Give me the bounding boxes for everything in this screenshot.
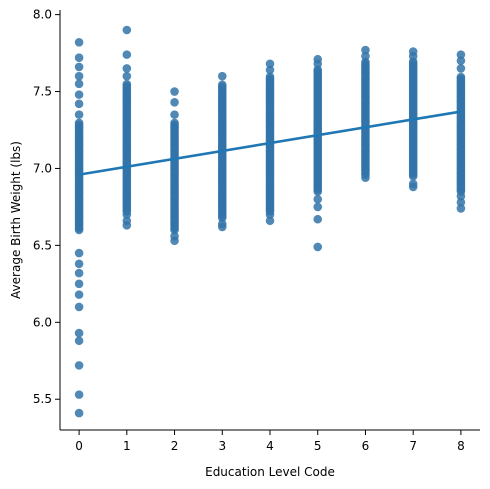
data-point	[122, 25, 132, 35]
y-ticks: 5.5 6.0 6.5 7.0 7.5 8.0	[33, 8, 60, 406]
data-point	[74, 336, 84, 346]
data-point	[456, 72, 466, 82]
x-axis-title: Education Level Code	[205, 465, 335, 479]
data-point	[217, 71, 227, 81]
data-point	[74, 259, 84, 269]
x-tick-label: 3	[218, 439, 226, 453]
y-tick-label: 6.5	[33, 238, 52, 252]
x-tick-label: 1	[123, 439, 131, 453]
regression-layer	[78, 110, 462, 176]
data-point	[313, 214, 323, 224]
data-point	[74, 268, 84, 278]
y-tick-label: 8.0	[33, 8, 52, 22]
y-tick-label: 5.5	[33, 392, 52, 406]
data-point	[122, 64, 132, 73]
data-point	[74, 302, 84, 312]
data-point	[456, 56, 466, 66]
x-tick-label: 2	[171, 439, 179, 453]
data-point	[456, 198, 466, 207]
points-layer	[74, 25, 466, 418]
data-point	[265, 210, 275, 219]
data-point	[313, 202, 323, 212]
data-point	[122, 50, 132, 59]
y-tick-label: 6.0	[33, 315, 52, 329]
data-point	[408, 179, 418, 189]
data-point	[170, 231, 179, 241]
x-tick-label: 4	[266, 439, 274, 453]
y-tick-label: 7.0	[33, 161, 52, 175]
y-tick-label: 7.5	[33, 85, 52, 99]
data-point	[408, 47, 418, 56]
data-point	[74, 110, 84, 119]
data-point	[74, 71, 84, 81]
data-point	[74, 62, 84, 72]
data-point	[74, 99, 84, 109]
data-point	[265, 216, 275, 226]
data-point	[74, 290, 84, 299]
data-point	[74, 248, 84, 258]
data-point	[74, 79, 84, 89]
data-point	[217, 80, 227, 90]
data-point	[74, 118, 84, 128]
data-point	[74, 328, 84, 338]
data-point	[74, 279, 84, 289]
x-ticks: 0 1 2 3 4 5 6 7 8	[75, 430, 465, 453]
regression-line	[78, 110, 462, 176]
data-point	[170, 118, 179, 128]
data-point	[122, 71, 132, 81]
x-tick-label: 5	[314, 439, 322, 453]
data-point	[74, 361, 84, 370]
data-point	[74, 90, 84, 99]
data-point	[170, 87, 179, 96]
data-point	[361, 51, 370, 61]
data-point	[313, 242, 323, 252]
data-point	[265, 72, 275, 82]
data-point	[122, 210, 132, 219]
data-point	[313, 194, 323, 204]
data-point	[74, 408, 84, 418]
data-point	[313, 54, 323, 64]
data-point	[456, 191, 466, 201]
data-point	[74, 390, 84, 399]
data-point	[361, 45, 370, 55]
data-point	[74, 38, 84, 47]
data-point	[122, 79, 132, 89]
data-point	[265, 59, 275, 69]
data-point	[122, 216, 132, 226]
data-point	[170, 98, 179, 107]
data-point	[456, 204, 466, 213]
x-tick-label: 8	[457, 439, 465, 453]
data-point	[170, 110, 179, 119]
y-axis-title: Average Birth Weight (lbs)	[9, 141, 23, 299]
x-tick-label: 6	[362, 439, 370, 453]
data-point	[265, 65, 275, 75]
x-tick-label: 7	[409, 439, 417, 453]
x-tick-label: 0	[75, 439, 83, 453]
data-point	[361, 173, 370, 182]
data-point	[217, 219, 227, 229]
data-point	[74, 53, 84, 62]
data-point	[456, 50, 466, 59]
data-point	[456, 64, 466, 73]
